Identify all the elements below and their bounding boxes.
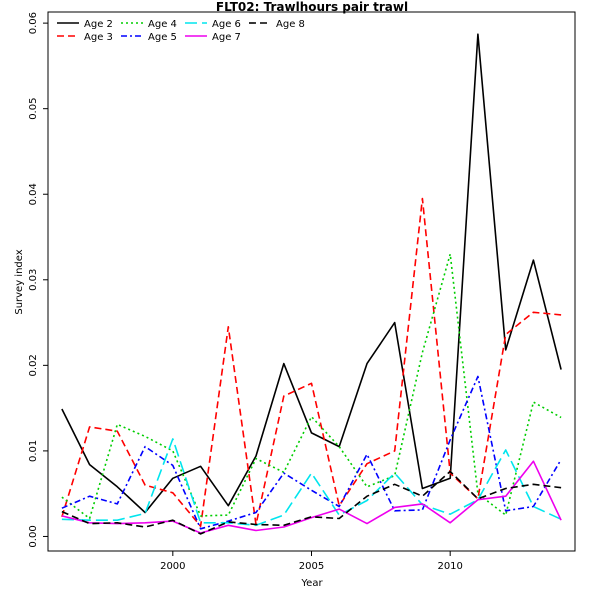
legend-label: Age 2	[84, 19, 113, 30]
legend-label: Age 4	[148, 19, 177, 30]
legend: Age 2 Age 3 Age 4 Age 5 Age 6 Age 7 Age 8	[57, 19, 305, 43]
x-tick-label: 2005	[299, 561, 324, 572]
legend-item: Age 5	[121, 32, 177, 43]
series-line-age-2	[61, 33, 562, 514]
legend-item: Age 3	[57, 32, 113, 43]
y-tick-label: 0.05	[28, 98, 39, 120]
x-tick-label: 2000	[160, 561, 185, 572]
series-line-age-5	[61, 375, 562, 530]
x-tick-label: 2010	[437, 561, 462, 572]
plot-frame	[47, 11, 576, 552]
y-tick-label: 0.02	[28, 354, 39, 376]
x-axis-title: Year	[300, 578, 323, 589]
series-line-age-8	[61, 470, 562, 535]
legend-label: Age 6	[212, 19, 241, 30]
legend-label: Age 5	[148, 32, 177, 43]
series-layer	[61, 33, 562, 535]
series-line-age-3	[61, 197, 562, 528]
y-tick-label: 0.03	[28, 269, 39, 291]
legend-label: Age 3	[84, 32, 113, 43]
y-tick-label: 0.04	[28, 183, 39, 205]
y-tick-label: 0.06	[28, 12, 39, 34]
y-tick-label: 0.01	[28, 440, 39, 462]
legend-label: Age 7	[212, 32, 241, 43]
legend-item: Age 7	[185, 32, 241, 43]
series-line-age-7	[61, 460, 562, 534]
x-axis: 2000 2005 2010	[160, 551, 463, 572]
y-tick-label: 0.00	[28, 525, 39, 547]
legend-item: Age 2	[57, 19, 113, 30]
legend-label: Age 8	[276, 19, 305, 30]
chart-title: FLT02: Trawlhours pair trawl	[216, 0, 408, 14]
legend-item: Age 6	[185, 19, 241, 30]
legend-item: Age 4	[121, 19, 177, 30]
legend-item: Age 8	[249, 19, 305, 30]
y-axis: 0.00 0.01 0.02 0.03 0.04 0.05 0.06	[28, 12, 48, 548]
y-axis-title: Survey index	[14, 249, 25, 314]
